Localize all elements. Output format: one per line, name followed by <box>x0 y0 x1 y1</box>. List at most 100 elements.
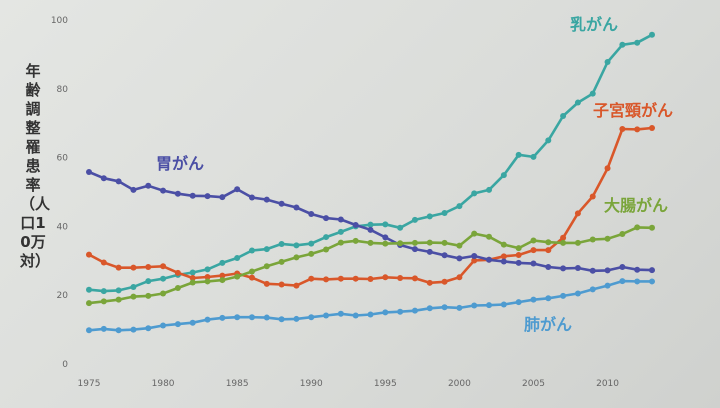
data-point <box>174 321 181 328</box>
data-point <box>515 299 522 306</box>
data-point <box>530 260 537 267</box>
data-point <box>145 325 152 332</box>
data-point <box>411 307 418 314</box>
data-point <box>219 194 226 201</box>
data-point <box>130 293 137 300</box>
data-point <box>500 253 507 260</box>
data-point <box>619 278 626 285</box>
data-point <box>604 267 611 274</box>
data-point <box>382 309 389 316</box>
data-point <box>367 226 374 233</box>
y-tick-label: 0 <box>62 360 68 370</box>
series-label: 子宮頸がん <box>593 101 673 120</box>
data-point <box>589 236 596 243</box>
data-point <box>100 288 107 295</box>
y-tick-label: 60 <box>57 154 69 164</box>
data-point <box>486 256 493 263</box>
data-point <box>367 221 374 228</box>
data-point <box>500 172 507 179</box>
data-point <box>367 276 374 283</box>
data-point <box>115 178 122 185</box>
data-point <box>397 275 404 281</box>
data-point <box>248 268 255 275</box>
data-point <box>308 314 315 321</box>
data-point <box>382 274 389 281</box>
data-point <box>248 274 255 281</box>
data-point <box>619 126 626 133</box>
data-point <box>352 222 359 229</box>
data-point <box>130 326 137 333</box>
data-point <box>160 322 167 329</box>
data-point <box>382 234 389 241</box>
data-point <box>589 90 596 97</box>
data-point <box>649 125 655 132</box>
data-point <box>649 224 655 231</box>
data-point <box>323 276 330 283</box>
data-point <box>323 246 330 253</box>
data-point <box>204 273 211 280</box>
data-point <box>574 99 581 106</box>
data-point <box>263 263 270 270</box>
data-point <box>545 247 552 254</box>
data-point <box>500 301 507 308</box>
data-point <box>589 267 596 274</box>
x-tick-label: 1990 <box>300 379 323 389</box>
data-point <box>441 239 448 246</box>
data-point <box>545 137 552 144</box>
data-point <box>574 210 581 217</box>
y-tick-label: 100 <box>51 16 68 26</box>
data-point <box>441 209 448 216</box>
data-point <box>456 274 463 281</box>
data-point <box>160 275 167 282</box>
data-point <box>634 224 641 231</box>
data-point <box>649 278 655 285</box>
data-point <box>486 186 493 193</box>
data-point <box>619 230 626 237</box>
data-point <box>471 230 478 237</box>
x-tick-label: 2000 <box>448 379 471 389</box>
data-point <box>530 296 537 303</box>
data-point <box>545 295 552 302</box>
data-point <box>352 312 359 319</box>
x-tick-label: 2010 <box>596 379 619 389</box>
data-point <box>574 265 581 272</box>
data-point <box>560 239 567 246</box>
data-point <box>189 319 196 326</box>
data-point <box>263 280 270 287</box>
data-point <box>204 316 211 323</box>
x-tick-label: 1975 <box>78 379 101 389</box>
data-point <box>574 239 581 246</box>
y-tick-label: 20 <box>57 291 69 301</box>
data-point <box>323 215 330 222</box>
data-point <box>604 58 611 65</box>
data-point <box>574 290 581 297</box>
data-point <box>352 275 359 282</box>
y-tick-label: 80 <box>57 85 69 95</box>
data-point <box>160 263 167 270</box>
x-tick-label: 1995 <box>374 379 397 389</box>
data-point <box>100 175 107 182</box>
data-point <box>367 311 374 318</box>
data-point <box>308 250 315 257</box>
data-point <box>86 169 92 176</box>
data-point <box>293 204 300 211</box>
data-point <box>456 203 463 210</box>
data-point <box>174 269 181 276</box>
data-point <box>100 259 107 266</box>
data-point <box>382 221 389 228</box>
series-label: 肺がん <box>524 315 572 334</box>
data-point <box>263 246 270 253</box>
data-point <box>86 300 92 307</box>
data-point <box>500 241 507 248</box>
data-point <box>337 228 344 235</box>
data-point <box>634 278 641 285</box>
data-point <box>397 224 404 231</box>
data-point <box>560 292 567 299</box>
data-point <box>293 254 300 261</box>
data-point <box>486 302 493 309</box>
data-point <box>456 242 463 249</box>
data-point <box>308 211 315 218</box>
data-point <box>426 248 433 255</box>
data-point <box>589 286 596 293</box>
data-point <box>86 327 92 334</box>
